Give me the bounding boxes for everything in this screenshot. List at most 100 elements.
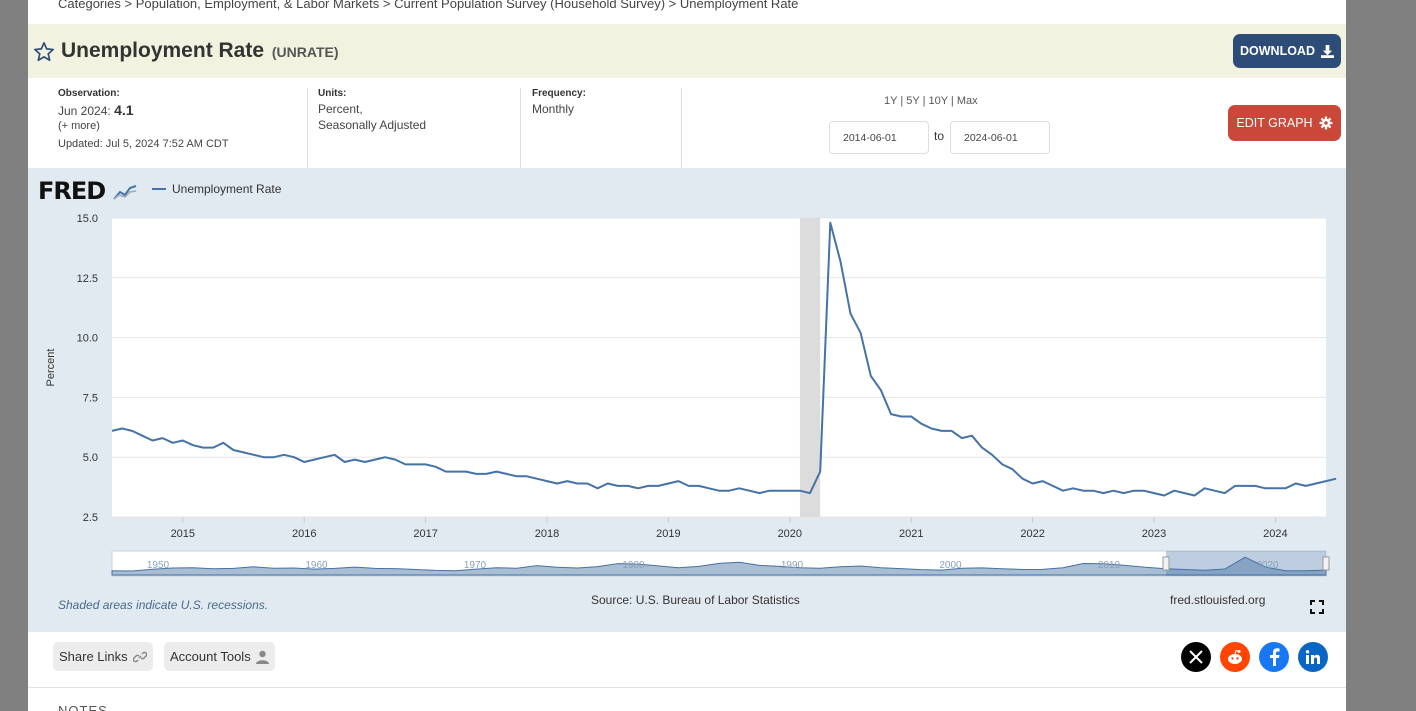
edit-graph-label: EDIT GRAPH [1236, 116, 1313, 130]
reddit-logo-icon [1228, 649, 1242, 664]
chart-source: Source: U.S. Bureau of Labor Statistics [591, 593, 800, 607]
frequency-label: Frequency: [532, 88, 586, 99]
x-tick-label: 2016 [292, 528, 316, 540]
x-tick-label: 2015 [171, 528, 195, 540]
linkedin-logo-icon [1305, 650, 1320, 664]
y-tick-label: 7.5 [83, 392, 98, 404]
range-1y[interactable]: 1Y [884, 95, 898, 107]
meta-divider [307, 88, 308, 168]
x-tick-label: 2017 [413, 528, 437, 540]
page: Categories > Population, Employment, & L… [28, 0, 1346, 711]
title-bar: Unemployment Rate (UNRATE) DOWNLOAD [28, 24, 1346, 78]
navigator-tick-label: 2010 [1098, 560, 1121, 571]
observation-block: Observation: Jun 2024: 4.1 (+ more) Upda… [58, 88, 229, 150]
share-links-button[interactable]: Share Links [53, 642, 153, 671]
range-selector: 1Y | 5Y | 10Y | Max [884, 95, 978, 107]
breadcrumb-item-population[interactable]: Population, Employment, & Labor Markets [135, 0, 380, 11]
navigator-tick-label: 2020 [1256, 560, 1279, 571]
breadcrumb-item-cps[interactable]: Current Population Survey (Household Sur… [394, 0, 666, 11]
meta-divider [520, 88, 521, 168]
observation-label: Observation: [58, 88, 120, 99]
navigator-handle-left [1162, 556, 1170, 571]
user-icon [255, 650, 269, 664]
recession-note: Shaded areas indicate U.S. recessions. [58, 598, 269, 612]
end-date-input[interactable]: 2024-06-01 [950, 121, 1050, 154]
range-10y[interactable]: 10Y [928, 95, 948, 107]
link-icon [132, 651, 147, 662]
fred-url[interactable]: fred.stlouisfed.org [1170, 593, 1266, 607]
x-tick-label: 2019 [656, 528, 680, 540]
observation-value: 4.1 [114, 102, 134, 118]
breadcrumb: Categories > Population, Employment, & L… [58, 0, 798, 11]
fullscreen-icon[interactable] [1310, 600, 1324, 614]
account-tools-button[interactable]: Account Tools [164, 642, 275, 671]
breadcrumb-separator: > [668, 0, 677, 11]
download-icon [1321, 44, 1334, 58]
x-tick-label: 2020 [778, 528, 802, 540]
navigator-tick-label: 2000 [939, 560, 962, 571]
facebook-share-icon[interactable] [1259, 642, 1289, 672]
breadcrumb-separator: > [382, 0, 391, 11]
legend-label: Unemployment Rate [172, 182, 282, 196]
start-date-input[interactable]: 2014-06-01 [829, 121, 929, 154]
navigator-handle-right [1322, 556, 1330, 571]
x-logo-icon [1189, 650, 1203, 664]
more-link[interactable]: (+ more) [58, 120, 100, 132]
range-5y[interactable]: 5Y [906, 95, 920, 107]
series-title-text: Unemployment Rate [61, 39, 265, 62]
account-tools-label: Account Tools [170, 649, 251, 664]
navigator-tick-label: 1980 [622, 560, 645, 571]
reddit-share-icon[interactable] [1220, 642, 1250, 672]
gear-icon [1319, 116, 1332, 130]
breadcrumb-item-current: Unemployment Rate [679, 0, 799, 11]
x-tick-label: 2021 [899, 528, 923, 540]
download-button-label: DOWNLOAD [1240, 44, 1315, 58]
fred-logo: FRED [38, 177, 137, 205]
range-max[interactable]: Max [956, 95, 978, 107]
x-tick-label: 2024 [1263, 528, 1287, 540]
download-button[interactable]: DOWNLOAD [1233, 34, 1341, 68]
section-divider [28, 687, 1346, 688]
y-tick-label: 15.0 [77, 213, 98, 225]
chart-legend: Unemployment Rate [152, 182, 281, 196]
frequency-value: Monthly [532, 102, 575, 116]
page-title: Unemployment Rate (UNRATE) [61, 39, 339, 63]
observation-line: Jun 2024: 4.1 [58, 102, 229, 118]
y-axis-label: Percent [45, 349, 57, 387]
navigator-tick-label: 1990 [781, 560, 804, 571]
updated-text: Updated: Jul 5, 2024 7:52 AM CDT [58, 138, 229, 150]
x-share-icon[interactable] [1181, 642, 1211, 672]
fred-logo-text: FRED [38, 177, 106, 205]
y-tick-label: 2.5 [83, 512, 98, 524]
units-line1: Percent, [318, 102, 363, 116]
navigator-selection [1166, 551, 1326, 576]
observation-period: Jun 2024: [58, 104, 111, 118]
navigator-series-area [111, 556, 1327, 576]
units-label: Units: [318, 88, 347, 99]
series-id: (UNRATE) [271, 44, 339, 60]
frequency-block: Frequency: Monthly [532, 88, 586, 116]
y-tick-label: 12.5 [77, 273, 98, 285]
units-block: Units: Percent, Seasonally Adjusted [318, 88, 426, 132]
breadcrumb-item-categories[interactable]: Categories [58, 0, 121, 11]
legend-swatch [152, 188, 166, 190]
notes-heading: NOTES [58, 703, 108, 711]
meta-divider [681, 88, 682, 168]
facebook-logo-icon [1270, 648, 1280, 666]
navigator-tick-label: 1970 [464, 560, 487, 571]
share-links-label: Share Links [59, 649, 128, 664]
star-icon[interactable] [33, 41, 55, 63]
plot-background [112, 218, 1326, 517]
linkedin-share-icon[interactable] [1298, 642, 1328, 672]
chart-area: 15.0 12.5 10.0 7.5 5.0 2.5 2015 2016 2017 2018 201… [28, 168, 1346, 632]
recession-shading [799, 218, 821, 517]
y-tick-label: 10.0 [77, 333, 98, 345]
fred-logo-chart-icon [112, 185, 136, 200]
units-line2: Seasonally Adjusted [318, 118, 427, 132]
x-tick-label: 2022 [1020, 528, 1044, 540]
series-line-unemployment-rate [111, 221, 1337, 497]
edit-graph-button[interactable]: EDIT GRAPH [1228, 105, 1341, 141]
date-to-label: to [934, 129, 945, 143]
breadcrumb-separator: > [124, 0, 133, 11]
x-tick-label: 2018 [535, 528, 559, 540]
